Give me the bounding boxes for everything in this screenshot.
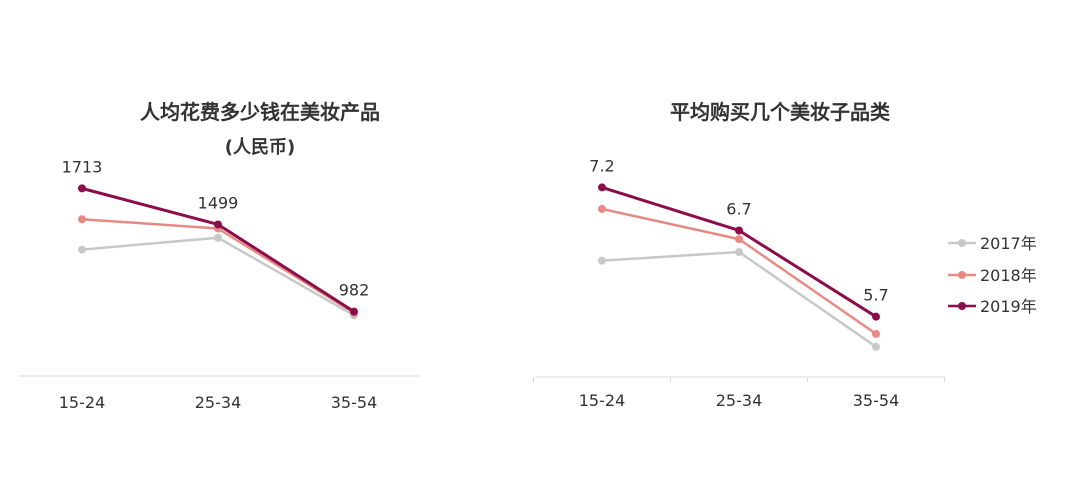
x-tick-label: 35-54 [331,393,378,412]
x-tick-label: 15-24 [59,393,106,412]
series-line [601,250,877,348]
data-point [78,215,86,224]
chart-title-spending: 人均花费多少钱在美妆产品 [140,100,380,124]
legend-marker [958,302,966,310]
x-tick-label: 15-24 [579,391,626,410]
data-point [872,342,880,351]
data-label: 6.7 [726,199,751,218]
legend-entry: 2018年 [980,266,1037,285]
data-label: 5.7 [863,286,888,305]
data-point [78,245,86,254]
data-point [598,256,606,265]
legend-entry: 2017年 [980,234,1037,253]
data-point [598,204,606,213]
data-point [350,307,358,316]
chart-title-subcategories: 平均购买几个美妆子品类 [670,100,890,124]
legend-marker [958,239,966,247]
x-tick-label: 35-54 [853,391,900,410]
data-point [735,235,743,244]
data-point [214,233,222,242]
series-line [81,217,355,314]
data-point [598,183,606,192]
series-line [81,236,355,317]
x-tick-label: 25-34 [716,391,763,410]
x-tick-label: 25-34 [195,393,242,412]
data-point [735,248,743,257]
data-label: 982 [339,281,370,300]
data-label: 1713 [62,157,103,176]
data-label: 1499 [198,193,239,212]
legend-marker [958,271,966,279]
legend-entry: 2019年 [980,297,1037,316]
data-label: 7.2 [589,156,614,175]
data-point [872,312,880,321]
data-point [214,220,222,229]
data-point [735,226,743,235]
data-point [872,329,880,338]
data-point [78,184,86,193]
chart-subtitle-currency: (人民币) [224,137,296,158]
